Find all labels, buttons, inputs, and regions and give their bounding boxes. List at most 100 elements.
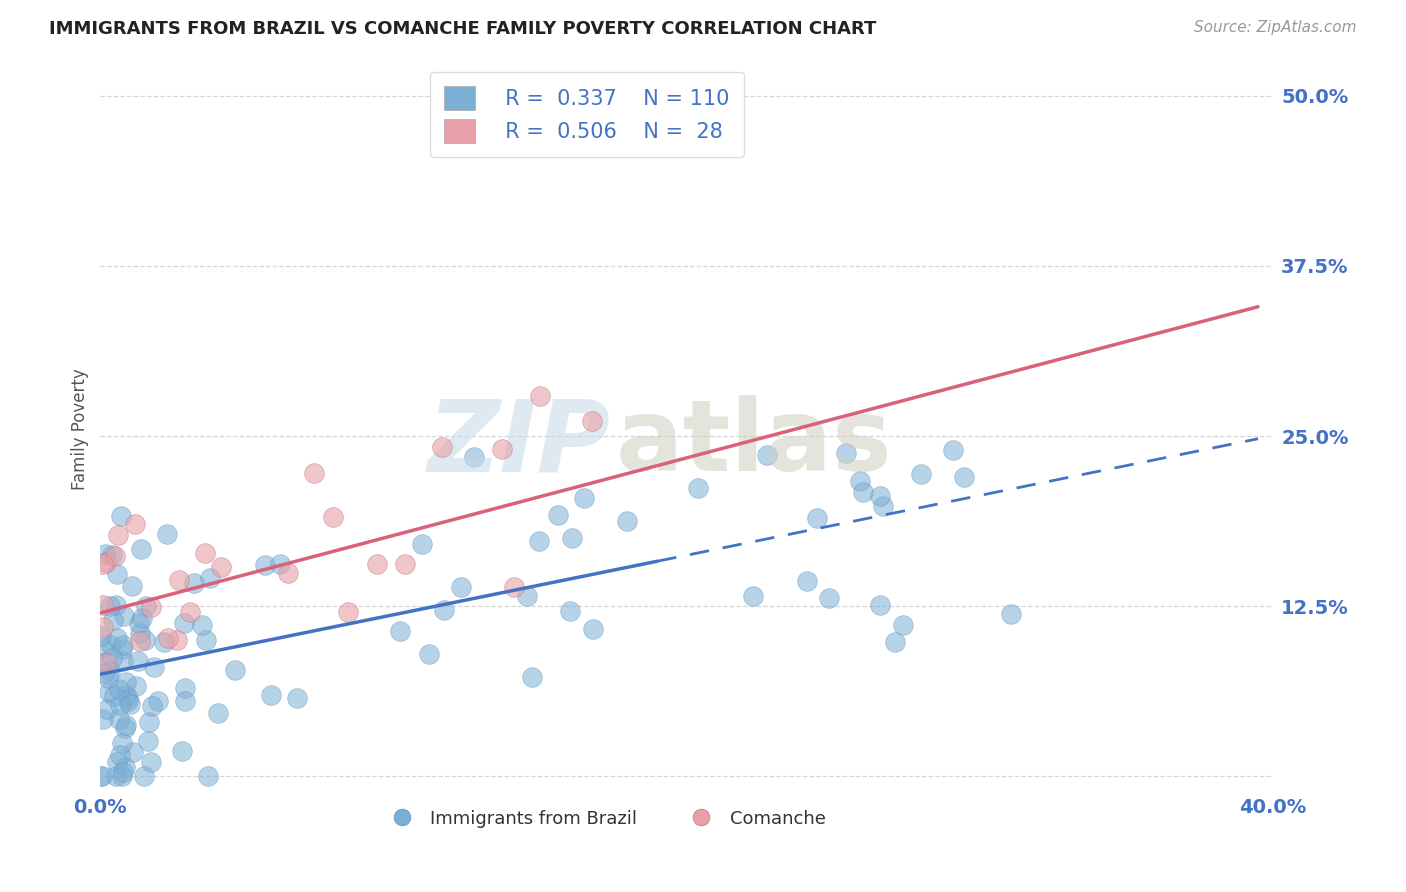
Point — [98, 664, 121, 678]
Point — [91, 641, 114, 656]
Point — [872, 500, 894, 514]
Point — [110, 736, 132, 750]
Point — [141, 599, 163, 614]
Point — [121, 579, 143, 593]
Point — [581, 414, 603, 428]
Point — [529, 389, 551, 403]
Point — [491, 442, 513, 457]
Point — [110, 509, 132, 524]
Point — [910, 467, 932, 481]
Point — [124, 516, 146, 531]
Point — [942, 443, 965, 458]
Point — [869, 598, 891, 612]
Point — [197, 769, 219, 783]
Point — [129, 542, 152, 557]
Point — [547, 103, 569, 117]
Point — [142, 660, 165, 674]
Point — [98, 599, 121, 613]
Point — [741, 589, 763, 603]
Point — [173, 616, 195, 631]
Point — [108, 682, 131, 697]
Point — [131, 611, 153, 625]
Point — [128, 615, 150, 630]
Point — [100, 650, 122, 665]
Y-axis label: Family Poverty: Family Poverty — [72, 368, 89, 490]
Point — [135, 599, 157, 613]
Legend: Immigrants from Brazil, Comanche: Immigrants from Brazil, Comanche — [377, 803, 832, 835]
Point — [117, 690, 139, 705]
Text: ZIP: ZIP — [427, 395, 610, 492]
Point — [582, 622, 605, 636]
Point — [134, 632, 156, 647]
Point — [127, 653, 149, 667]
Point — [103, 613, 125, 627]
Point — [191, 618, 214, 632]
Point — [141, 698, 163, 713]
Point — [139, 755, 162, 769]
Point — [806, 511, 828, 525]
Point — [104, 769, 127, 783]
Point — [302, 466, 325, 480]
Point — [156, 527, 179, 541]
Point — [411, 536, 433, 550]
Point — [104, 549, 127, 564]
Text: IMMIGRANTS FROM BRAZIL VS COMANCHE FAMILY POVERTY CORRELATION CHART: IMMIGRANTS FROM BRAZIL VS COMANCHE FAMIL… — [49, 20, 876, 37]
Point — [277, 566, 299, 580]
Point — [558, 604, 581, 618]
Point — [796, 574, 818, 588]
Point — [105, 599, 128, 613]
Point — [112, 638, 135, 652]
Point — [883, 635, 905, 649]
Point — [170, 744, 193, 758]
Point — [561, 531, 583, 545]
Point — [96, 656, 118, 670]
Point — [91, 656, 114, 670]
Point — [108, 712, 131, 726]
Point — [105, 631, 128, 645]
Point — [107, 528, 129, 542]
Point — [94, 547, 117, 561]
Point — [848, 474, 870, 488]
Point — [117, 694, 139, 708]
Point — [207, 706, 229, 721]
Point — [105, 566, 128, 581]
Point — [463, 450, 485, 465]
Point — [108, 747, 131, 762]
Point — [91, 558, 114, 572]
Point — [90, 628, 112, 642]
Point — [430, 441, 453, 455]
Point — [153, 635, 176, 649]
Point — [136, 734, 159, 748]
Point — [173, 694, 195, 708]
Point — [103, 689, 125, 703]
Point — [97, 685, 120, 699]
Point — [1000, 607, 1022, 622]
Point — [110, 642, 132, 657]
Point — [91, 713, 114, 727]
Point — [547, 508, 569, 523]
Point — [254, 558, 277, 572]
Point — [166, 633, 188, 648]
Point — [756, 448, 779, 462]
Point — [418, 648, 440, 662]
Point — [91, 619, 114, 633]
Point — [105, 755, 128, 769]
Point — [516, 589, 538, 603]
Point — [852, 485, 875, 500]
Point — [91, 598, 114, 612]
Point — [138, 714, 160, 729]
Point — [198, 570, 221, 584]
Point — [260, 688, 283, 702]
Point — [194, 633, 217, 648]
Point — [120, 697, 142, 711]
Point — [115, 689, 138, 703]
Point — [129, 633, 152, 648]
Point — [94, 555, 117, 569]
Point — [388, 624, 411, 638]
Point — [173, 681, 195, 695]
Point — [101, 548, 124, 562]
Point — [322, 509, 344, 524]
Point — [111, 769, 134, 783]
Point — [91, 769, 114, 783]
Point — [89, 769, 111, 783]
